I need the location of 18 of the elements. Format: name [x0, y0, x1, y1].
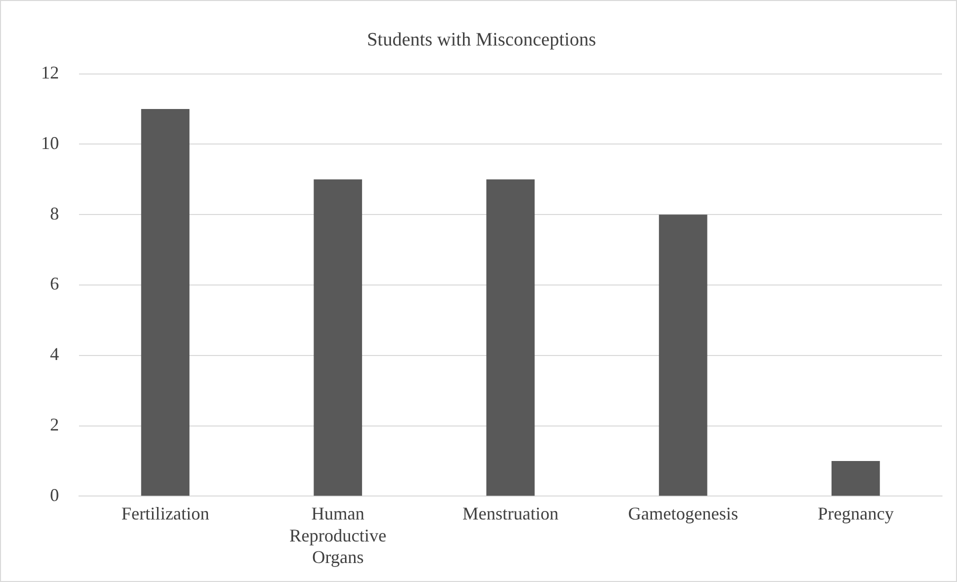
bar	[832, 461, 880, 496]
x-tick-label: Human Reproductive Organs	[289, 504, 386, 567]
y-tick-label: 8	[50, 203, 59, 224]
chart-title: Students with Misconceptions	[366, 29, 596, 50]
y-tick-label: 0	[50, 484, 59, 505]
bar	[658, 214, 708, 496]
y-tick-label: 2	[50, 414, 59, 435]
bar	[141, 109, 190, 496]
x-tick-label: Menstruation	[462, 504, 558, 524]
x-tick-label: Pregnancy	[818, 504, 894, 524]
x-tick-label: Fertilization	[121, 504, 210, 524]
y-tick-label: 6	[50, 274, 59, 294]
y-tick-label: 4	[50, 344, 59, 364]
bar	[314, 179, 362, 496]
x-tick-label: Gametogenesis	[628, 504, 738, 524]
y-tick-label: 12	[41, 62, 59, 83]
bar	[486, 179, 535, 496]
y-tick-label: 10	[41, 132, 59, 153]
